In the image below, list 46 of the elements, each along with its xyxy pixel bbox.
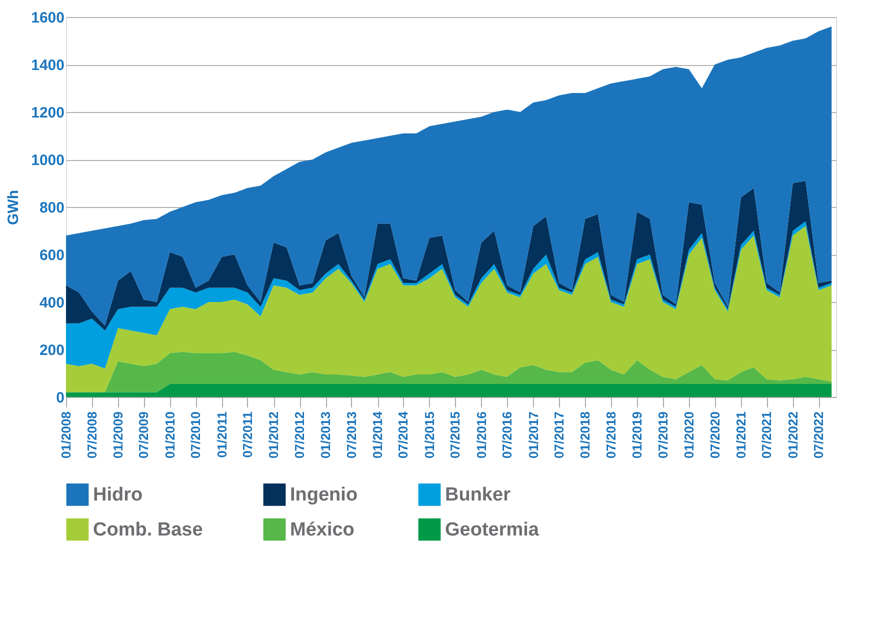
x-tick-label: 01/2010: [162, 412, 178, 458]
x-tick-label: 07/2012: [292, 412, 307, 458]
x-tick-label: 01/2018: [578, 412, 593, 458]
x-tick-label: 01/2022: [785, 412, 800, 458]
y-tick-label: 1200: [31, 104, 64, 122]
y-tick-label: 600: [39, 247, 64, 264]
x-tick-label: 01/2016: [474, 412, 489, 458]
x-tick-label: 07/2013: [344, 412, 359, 458]
x-tick-label: 07/2008: [84, 412, 100, 458]
x-tick-label: 01/2014: [370, 410, 386, 458]
x-tick-label: 01/2021: [733, 412, 748, 458]
y-tick-label: 0: [56, 390, 64, 406]
x-tick-label: 01/2019: [630, 412, 645, 458]
legend-label: Geotermia: [445, 520, 540, 540]
x-tick-label: 07/2010: [188, 412, 204, 458]
legend-label: Bunker: [445, 484, 512, 506]
x-tick-label: 07/2017: [552, 412, 567, 458]
y-tick-label: 200: [39, 342, 64, 359]
x-tick-label: 01/2015: [422, 412, 437, 458]
legend-label: Ingenio: [290, 484, 358, 506]
y-tick-label: 400: [39, 294, 64, 312]
x-tick-label: 07/2016: [500, 412, 515, 458]
x-tick-label: 07/2014: [396, 410, 411, 458]
legend-label: Hidro: [93, 484, 143, 506]
x-tick-label: 01/2013: [318, 412, 334, 458]
x-tick-label: 01/2008: [58, 412, 74, 458]
x-tick-label: 01/2017: [526, 412, 541, 458]
y-tick-label: 1600: [31, 10, 64, 26]
x-tick-label: 01/2020: [681, 412, 696, 458]
x-tick-label: 01/2012: [266, 412, 282, 458]
x-tick-label: 07/2015: [448, 412, 463, 458]
y-axis-title: GWh: [5, 190, 22, 225]
x-tick-label: 07/2022: [811, 412, 826, 458]
x-tick-label: 07/2018: [603, 412, 618, 458]
legend-label: México: [290, 520, 354, 540]
x-tick-label: 07/2021: [759, 412, 774, 458]
x-tick-label: 07/2009: [136, 412, 152, 458]
y-tick-label: 1400: [31, 57, 64, 74]
legend-label: Comb. Base: [93, 520, 203, 540]
y-tick-label: 800: [39, 200, 64, 216]
x-tick-label: 01/2009: [110, 412, 126, 458]
x-tick-label: 01/2011: [214, 412, 230, 458]
y-tick-label: 1000: [31, 152, 64, 169]
x-tick-label: 07/2020: [707, 412, 722, 458]
x-tick-label: 07/2019: [655, 412, 670, 458]
x-tick-label: 07/2011: [240, 412, 255, 458]
